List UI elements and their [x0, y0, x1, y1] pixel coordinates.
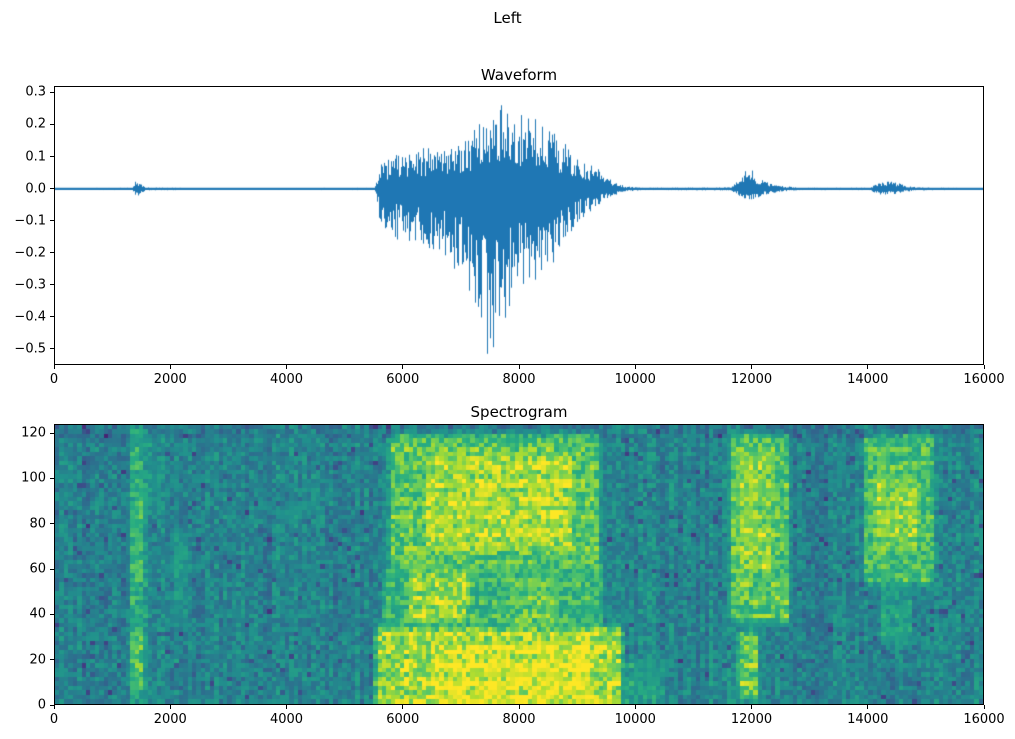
waveform-x-tick-label: 14000 [847, 372, 889, 387]
waveform-y-tick-mark [50, 91, 54, 93]
spectrogram-x-tick-mark [402, 705, 404, 709]
waveform-x-tick-label: 16000 [963, 372, 1005, 387]
spectrogram-x-tick-mark [751, 705, 752, 709]
spectrogram-x-tick-mark [983, 705, 985, 709]
waveform-x-tick-mark [53, 365, 55, 369]
spectrogram-y-tick-mark [50, 523, 54, 525]
spectrogram-y-tick-label: 20 [29, 652, 46, 668]
spectrogram-y-tick-mark [50, 568, 54, 570]
waveform-x-tick-label: 6000 [386, 372, 420, 387]
spectrogram-x-tick-label: 16000 [963, 712, 1005, 727]
spectrogram-y-tick-label: 120 [21, 425, 46, 441]
waveform-y-tick-label: −0.5 [14, 341, 46, 357]
waveform-y-tick-label: −0.4 [14, 309, 46, 325]
spectrogram-x-tick-mark [53, 705, 55, 709]
waveform-y-tick-label: −0.1 [14, 213, 46, 229]
spectrogram-y-tick-mark [50, 613, 54, 615]
spectrogram-y-tick-mark [50, 704, 54, 706]
waveform-x-tick-mark [286, 365, 287, 369]
waveform-y-tick-label: 0.2 [25, 116, 46, 132]
waveform-x-tick-label: 2000 [153, 372, 187, 387]
spectrogram-x-tick-label: 10000 [614, 712, 656, 727]
spectrogram-y-tick-label: 100 [21, 470, 46, 486]
figure-title: Left [493, 9, 522, 27]
spectrogram-y-tick-label: 80 [29, 516, 46, 532]
waveform-y-tick-label: 0.0 [25, 181, 46, 197]
waveform-y-tick-mark [50, 188, 54, 190]
spectrogram-y-tick-mark [50, 659, 54, 661]
spectrogram-x-tick-label: 0 [49, 712, 59, 727]
spectrogram-x-tick-label: 12000 [730, 712, 773, 727]
waveform-y-tick-mark [50, 220, 54, 222]
spectrogram-y-tick-label: 40 [29, 606, 46, 622]
waveform-y-tick-label: 0.3 [25, 84, 46, 100]
waveform-x-tick-mark [983, 365, 985, 369]
spectrogram-y-tick-mark [50, 432, 54, 434]
waveform-x-tick-label: 4000 [269, 372, 304, 387]
spectrogram-x-tick-label: 2000 [153, 712, 187, 727]
waveform-y-tick-mark [50, 123, 54, 125]
spectrogram-y-tick-label: 60 [29, 561, 46, 577]
waveform-y-tick-mark [50, 348, 54, 350]
waveform-x-tick-label: 0 [49, 372, 59, 387]
spectrogram-x-tick-mark [634, 705, 636, 709]
spectrogram-y-tick-label: 0 [37, 697, 46, 713]
waveform-x-tick-label: 8000 [502, 372, 536, 387]
spectrogram-x-tick-label: 6000 [386, 712, 420, 727]
spectrogram-x-tick-label: 14000 [847, 712, 889, 727]
spectrogram-y-tick-mark [50, 477, 54, 479]
waveform-x-tick-mark [518, 365, 520, 369]
waveform-y-tick-mark [50, 316, 54, 318]
spectrogram-x-tick-mark [518, 705, 520, 709]
spectrogram-axes [54, 424, 984, 705]
waveform-x-tick-label: 10000 [614, 372, 656, 387]
spectrogram-x-tick-mark [169, 705, 171, 709]
waveform-x-tick-mark [867, 365, 869, 369]
waveform-x-tick-mark [169, 365, 171, 369]
spectrogram-x-tick-mark [867, 705, 869, 709]
waveform-y-tick-label: −0.3 [14, 277, 46, 293]
waveform-y-tick-mark [50, 156, 54, 158]
spectrogram-x-tick-label: 4000 [269, 712, 304, 727]
spectrogram-x-tick-label: 8000 [502, 712, 536, 727]
waveform-x-tick-mark [402, 365, 404, 369]
waveform-title: Waveform [480, 66, 558, 84]
spectrogram-x-tick-mark [286, 705, 287, 709]
waveform-axes [54, 86, 984, 365]
waveform-x-tick-label: 12000 [730, 372, 773, 387]
waveform-x-tick-mark [634, 365, 636, 369]
waveform-y-tick-label: −0.2 [14, 245, 46, 261]
waveform-x-tick-mark [751, 365, 752, 369]
waveform-y-tick-mark [50, 284, 54, 286]
spectrogram-plot-canvas [55, 425, 983, 704]
waveform-y-tick-mark [50, 252, 54, 254]
waveform-plot-canvas [55, 87, 983, 364]
waveform-y-tick-label: 0.1 [25, 149, 46, 165]
spectrogram-title: Spectrogram [470, 403, 568, 421]
